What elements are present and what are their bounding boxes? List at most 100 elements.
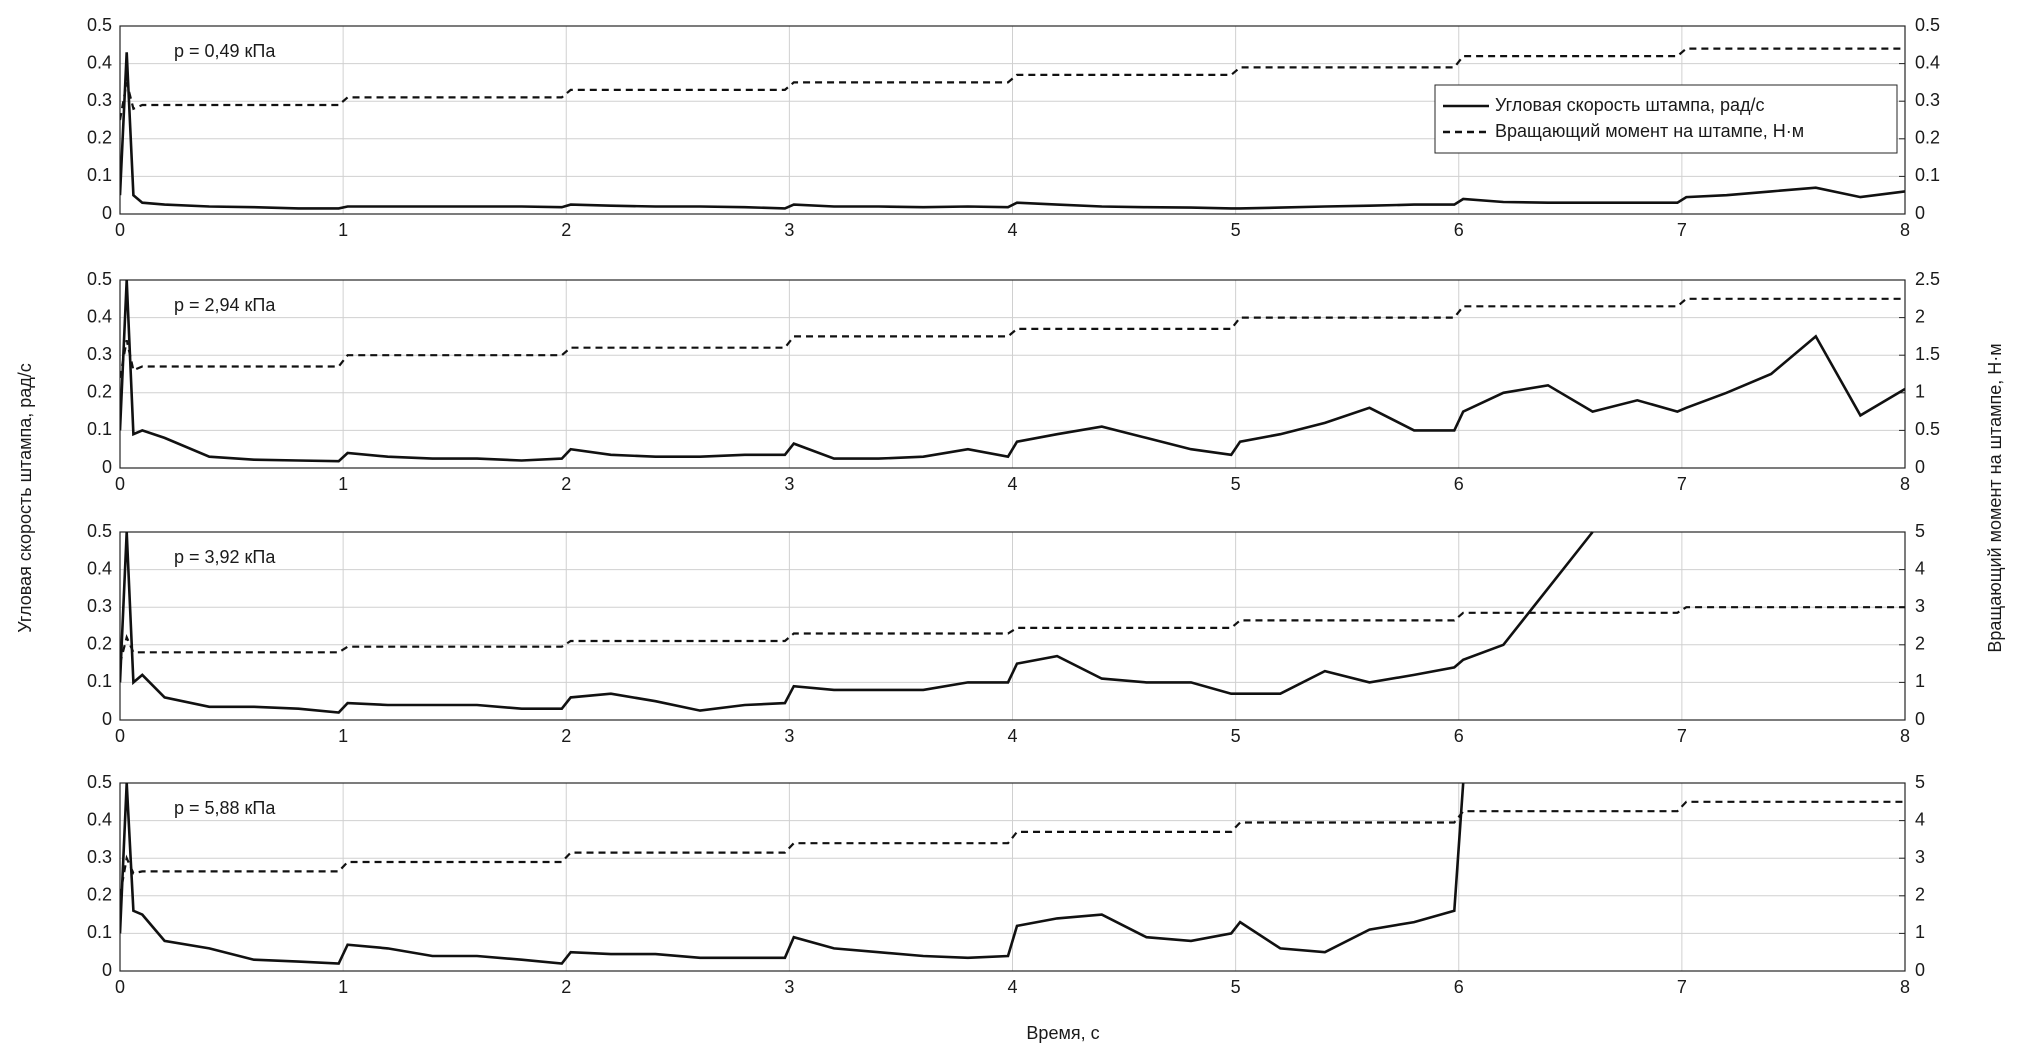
y2-tick-label: 4: [1915, 809, 1925, 829]
y2-tick-label: 2: [1915, 634, 1925, 654]
y-tick-label: 0.3: [87, 90, 112, 110]
x-tick-label: 2: [561, 726, 571, 746]
annotation: p = 0,49 кПа: [174, 41, 276, 61]
y-tick-label: 0.3: [87, 344, 112, 364]
x-tick-label: 1: [338, 726, 348, 746]
x-tick-label: 5: [1231, 977, 1241, 997]
y-tick-label: 0: [102, 203, 112, 223]
y2-tick-label: 3: [1915, 596, 1925, 616]
x-tick-label: 4: [1007, 977, 1017, 997]
x-tick-label: 8: [1900, 726, 1910, 746]
x-tick-label: 6: [1454, 220, 1464, 240]
annotation: p = 3,92 кПа: [174, 547, 276, 567]
y-tick-label: 0.4: [87, 52, 112, 72]
y2-tick-label: 0: [1915, 203, 1925, 223]
x-tick-label: 0: [115, 220, 125, 240]
x-tick-label: 2: [561, 220, 571, 240]
x-tick-label: 4: [1007, 726, 1017, 746]
y2-tick-label: 4: [1915, 558, 1925, 578]
velocity-line: [120, 531, 1594, 714]
y-tick-label: 0.4: [87, 809, 112, 829]
y2-tick-label: 0.5: [1915, 15, 1940, 35]
y2-tick-label: 1: [1915, 922, 1925, 942]
y2-tick-label: 0.2: [1915, 128, 1940, 148]
y2-tick-label: 0: [1915, 960, 1925, 980]
plot-frame: [119, 531, 1906, 721]
y2-tick-label: 2: [1915, 885, 1925, 905]
y-tick-label: 0.1: [87, 922, 112, 942]
legend-label: Угловая скорость штампа, рад/с: [1495, 95, 1765, 115]
y-tick-label: 0.5: [87, 521, 112, 541]
x-tick-label: 8: [1900, 220, 1910, 240]
x-tick-label: 1: [338, 474, 348, 494]
y-tick-label: 0.5: [87, 269, 112, 289]
x-tick-label: 6: [1454, 726, 1464, 746]
y2-tick-label: 0.4: [1915, 52, 1940, 72]
y-tick-label: 0: [102, 709, 112, 729]
x-tick-label: 1: [338, 977, 348, 997]
x-tick-label: 5: [1231, 474, 1241, 494]
y2-tick-label: 0.5: [1915, 419, 1940, 439]
y2-tick-label: 5: [1915, 521, 1925, 541]
legend-label: Вращающий момент на штампе, Н·м: [1495, 121, 1804, 141]
y-tick-label: 0: [102, 960, 112, 980]
x-tick-label: 3: [784, 726, 794, 746]
x-tick-label: 2: [561, 474, 571, 494]
x-tick-label: 4: [1007, 220, 1017, 240]
legend-box: [1434, 84, 1898, 154]
y2-tick-label: 0.1: [1915, 165, 1940, 185]
y2-tick-label: 0: [1915, 709, 1925, 729]
y-tick-label: 0.1: [87, 419, 112, 439]
x-tick-label: 7: [1677, 977, 1687, 997]
y2-tick-label: 0: [1915, 457, 1925, 477]
y-tick-label: 0.2: [87, 382, 112, 402]
y2-tick-label: 2.5: [1915, 269, 1940, 289]
x-tick-label: 0: [115, 474, 125, 494]
y2-tick-label: 1: [1915, 382, 1925, 402]
torque-line: [120, 800, 1905, 896]
y-tick-label: 0.4: [87, 558, 112, 578]
x-tick-label: 3: [784, 220, 794, 240]
x-tick-label: 6: [1454, 474, 1464, 494]
x-tick-label: 8: [1900, 977, 1910, 997]
x-tick-label: 6: [1454, 977, 1464, 997]
x-tick-label: 0: [115, 977, 125, 997]
x-tick-label: 3: [784, 474, 794, 494]
velocity-line: [120, 52, 1905, 210]
y-tick-label: 0.1: [87, 165, 112, 185]
y2-tick-label: 0.3: [1915, 90, 1940, 110]
y-tick-label: 0.1: [87, 671, 112, 691]
y2-tick-label: 5: [1915, 772, 1925, 792]
x-tick-label: 1: [338, 220, 348, 240]
annotation: p = 5,88 кПа: [174, 798, 276, 818]
torque-line: [120, 47, 1905, 121]
velocity-line: [120, 279, 1905, 463]
x-tick-label: 4: [1007, 474, 1017, 494]
y2-tick-label: 1: [1915, 671, 1925, 691]
y2-tick-label: 2: [1915, 306, 1925, 326]
y-axis-label: Угловая скорость штампа, рад/с: [15, 363, 35, 633]
y-tick-label: 0.2: [87, 128, 112, 148]
y2-tick-label: 3: [1915, 847, 1925, 867]
x-axis-label: Время, с: [1026, 1023, 1099, 1043]
y-tick-label: 0.2: [87, 885, 112, 905]
y2-tick-label: 1.5: [1915, 344, 1940, 364]
x-tick-label: 7: [1677, 474, 1687, 494]
plot-frame: [119, 782, 1906, 972]
velocity-line: [120, 782, 1465, 965]
y-tick-label: 0: [102, 457, 112, 477]
y-tick-label: 0.4: [87, 306, 112, 326]
y2-axis-label: Вращающий момент на штампе, Н·м: [1985, 343, 2005, 652]
x-tick-label: 5: [1231, 726, 1241, 746]
y-tick-label: 0.3: [87, 847, 112, 867]
x-tick-label: 8: [1900, 474, 1910, 494]
x-tick-label: 2: [561, 977, 571, 997]
x-tick-label: 3: [784, 977, 794, 997]
x-tick-label: 0: [115, 726, 125, 746]
x-tick-label: 5: [1231, 220, 1241, 240]
y-tick-label: 0.5: [87, 772, 112, 792]
x-tick-label: 7: [1677, 220, 1687, 240]
y-tick-label: 0.2: [87, 634, 112, 654]
torque-line: [120, 606, 1905, 664]
